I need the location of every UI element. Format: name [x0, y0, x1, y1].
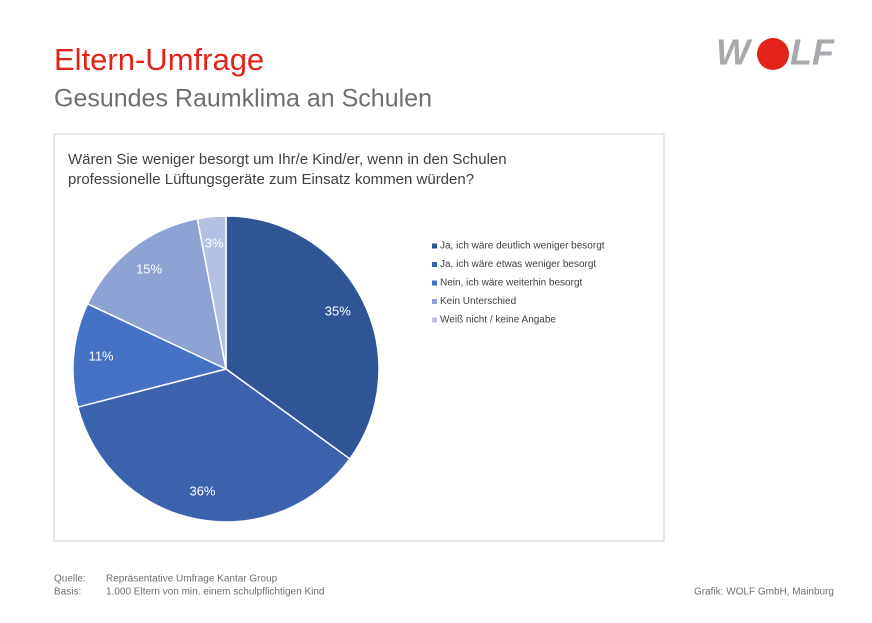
legend-swatch — [432, 243, 437, 249]
legend-label: Kein Unterschied — [440, 296, 516, 307]
legend-label: Ja, ich wäre deutlich weniger besorgt — [440, 241, 605, 252]
pie-slice — [76, 368, 351, 523]
footer-label: Quelle: — [54, 574, 86, 585]
legend-swatch — [432, 262, 437, 267]
data-label: 3% — [205, 236, 224, 251]
chart-title: professionelle Lüftungsgeräte zum Einsat… — [68, 171, 474, 188]
data-label: 11% — [89, 349, 114, 364]
legend-swatch — [432, 280, 437, 286]
legend-label: Nein, ich wäre weiterhin besorgt — [440, 278, 583, 289]
page-subtitle: Gesundes Raumklima an Schulen — [54, 85, 432, 113]
data-label: 36% — [189, 484, 215, 499]
page-title: Eltern-Umfrage — [54, 42, 264, 77]
footer-credit: Grafik: WOLF GmbH, Mainburg — [694, 587, 834, 598]
logo: W LF — [716, 32, 835, 73]
legend-swatch — [432, 299, 437, 304]
logo-text: LF — [790, 32, 835, 73]
pie-slice — [86, 217, 228, 371]
logo-circle — [757, 38, 789, 70]
plot: 35% 36% 11% 15% 3% Ja, ich wäre deutlich weni… — [72, 215, 605, 523]
logo-text: W — [716, 32, 753, 73]
data-label: 15% — [136, 261, 162, 276]
pie-slice — [72, 302, 229, 408]
pie-slice — [196, 215, 227, 370]
legend-swatch — [432, 317, 437, 323]
data-label: 35% — [325, 303, 351, 318]
pie-slice — [225, 215, 380, 460]
chart-title: Wären Sie weniger besorgt um Ihr/e Kind/… — [68, 151, 507, 168]
footer-text: 1.000 Eltern von min. einem schulpflicht… — [106, 587, 324, 598]
legend-label: Ja, ich wäre etwas weniger besorgt — [440, 259, 596, 270]
footer-text: Repräsentative Umfrage Kantar Group — [106, 574, 278, 585]
legend-label: Weiß nicht / keine Angabe — [440, 315, 556, 326]
footer-label: Basis: — [54, 587, 81, 598]
